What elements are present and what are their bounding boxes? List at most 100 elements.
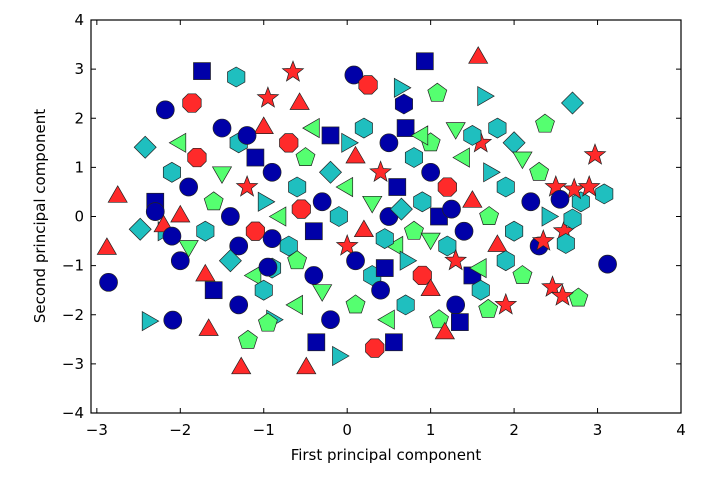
point-blue-square: [193, 62, 211, 80]
point-blue-circle: [145, 202, 165, 221]
point-cyan-diamond: [389, 197, 413, 221]
point-blue-circle: [229, 295, 249, 315]
point-green-pentagon: [529, 161, 550, 181]
point-blue-circle: [237, 126, 257, 145]
point-blue-circle: [99, 272, 118, 292]
point-red-triangle-up: [289, 92, 310, 110]
point-red-octagon: [412, 265, 432, 286]
point-blue-circle: [155, 100, 175, 120]
point-cyan-triangle-right: [341, 132, 359, 153]
point-blue-square: [307, 333, 326, 352]
point-blue-circle: [379, 133, 399, 153]
point-cyan-triangle-right: [399, 250, 418, 271]
point-red-triangle-up: [462, 190, 483, 208]
point-blue-square: [246, 148, 265, 167]
point-blue-circle: [321, 310, 340, 330]
point-green-triangle-left: [468, 257, 487, 279]
point-red-triangle-up: [468, 46, 489, 64]
point-cyan-hexagon: [413, 191, 432, 213]
point-cyan-triangle-right: [541, 206, 560, 227]
point-green-triangle-left: [335, 176, 354, 198]
x-tick-label: 3: [593, 421, 603, 439]
y-tick-label: −2: [62, 306, 84, 324]
point-red-octagon: [365, 338, 385, 358]
point-green-triangle-left: [285, 294, 303, 316]
point-cyan-hexagon: [505, 220, 524, 242]
point-cyan-diamond: [319, 160, 342, 184]
point-red-triangle-up: [296, 356, 317, 375]
point-red-star: [369, 160, 392, 183]
point-blue-circle: [550, 189, 570, 209]
point-blue-circle: [521, 192, 541, 212]
y-tick-label: 3: [74, 60, 84, 78]
point-cyan-hexagon: [438, 235, 457, 257]
point-blue-square: [415, 52, 434, 71]
point-red-triangle-up: [195, 263, 216, 282]
point-red-triangle-up: [345, 145, 366, 164]
point-cyan-diamond: [133, 135, 157, 159]
point-blue-hexagon: [394, 93, 413, 115]
y-tick-label: 0: [74, 208, 84, 226]
x-tick-label: 0: [342, 421, 352, 439]
point-red-star: [444, 248, 468, 271]
point-blue-circle: [262, 162, 282, 182]
point-red-triangle-up: [96, 237, 118, 255]
point-blue-circle: [344, 65, 364, 85]
point-green-triangle-down: [420, 232, 441, 251]
point-blue-circle: [179, 177, 198, 197]
point-red-star: [541, 275, 564, 297]
y-tick-label: 2: [74, 109, 84, 127]
point-blue-square: [451, 313, 469, 331]
point-red-star: [531, 229, 555, 251]
point-cyan-triangle-right: [332, 345, 350, 367]
point-green-triangle-left: [410, 125, 429, 146]
y-tick-label: 4: [74, 11, 84, 29]
point-cyan-hexagon: [288, 176, 307, 198]
point-green-pentagon: [403, 220, 424, 240]
point-cyan-triangle-right: [477, 85, 495, 107]
point-blue-circle: [598, 254, 617, 274]
point-green-pentagon: [295, 147, 316, 166]
point-green-triangle-down: [445, 122, 466, 140]
point-green-pentagon: [478, 298, 499, 318]
point-blue-circle: [421, 162, 440, 182]
point-red-triangle-up: [107, 185, 128, 203]
x-axis-label: First principal component: [291, 446, 482, 464]
point-blue-circle: [371, 280, 390, 300]
point-cyan-hexagon: [488, 117, 507, 139]
y-axis-label: Second principal component: [31, 109, 49, 323]
x-tick-label: 4: [676, 421, 686, 439]
point-green-triangle-left: [377, 309, 395, 330]
point-red-octagon: [245, 221, 265, 241]
point-cyan-hexagon: [556, 233, 575, 254]
point-red-triangle-up: [487, 234, 508, 252]
point-blue-circle: [170, 251, 190, 271]
point-green-pentagon: [287, 250, 308, 270]
point-cyan-diamond: [218, 249, 242, 273]
point-cyan-hexagon: [595, 183, 614, 205]
point-red-star: [235, 175, 259, 197]
point-green-triangle-left: [243, 265, 262, 286]
point-green-triangle-left: [452, 147, 470, 168]
point-red-star: [281, 60, 305, 82]
point-green-triangle-down: [512, 151, 533, 170]
point-green-pentagon: [429, 309, 449, 329]
point-green-triangle-left: [302, 117, 320, 139]
x-tick-label: −1: [253, 421, 275, 439]
point-green-triangle-left: [168, 132, 187, 153]
point-green-pentagon: [345, 294, 366, 314]
x-tick-label: −3: [86, 421, 108, 439]
point-cyan-diamond: [128, 217, 152, 241]
point-red-star: [551, 284, 574, 306]
point-cyan-hexagon: [375, 228, 394, 250]
point-cyan-hexagon: [563, 208, 582, 230]
point-green-triangle-left: [385, 235, 404, 257]
point-cyan-hexagon: [396, 294, 415, 316]
x-tick-label: −2: [169, 421, 191, 439]
point-cyan-hexagon: [196, 220, 215, 242]
point-blue-square: [304, 222, 323, 241]
y-tick-label: 1: [74, 158, 84, 176]
point-cyan-hexagon: [496, 250, 515, 272]
